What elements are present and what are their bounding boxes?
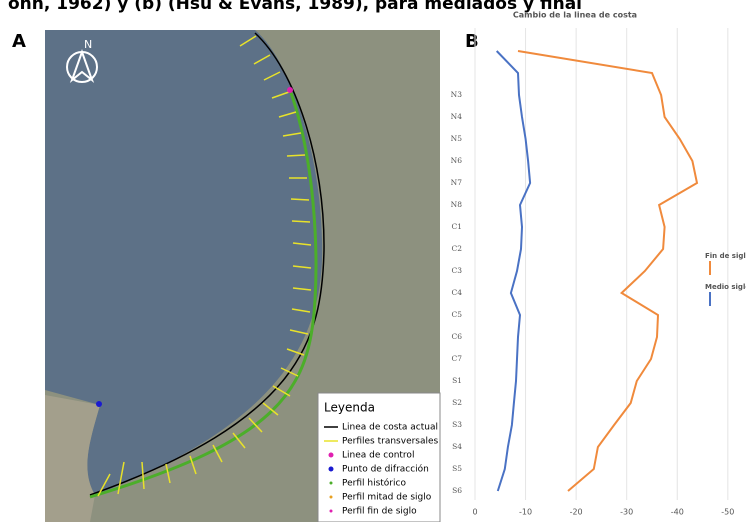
legend-title: Leyenda — [324, 401, 375, 415]
x-tick-label: -10 — [519, 508, 532, 517]
y-tick-label: S3 — [452, 420, 462, 429]
x-tick-label: -30 — [620, 508, 633, 517]
chart-title: Cambio de la linea de costa — [513, 11, 637, 20]
legend-item: Perfil histórico — [342, 478, 406, 489]
y-tick-label: N4 — [451, 112, 463, 121]
x-tick-label: -40 — [671, 508, 684, 517]
x-tick-label: -20 — [570, 508, 583, 517]
legend-item: Perfil fin de siglo — [342, 507, 417, 517]
control-point — [287, 87, 293, 93]
legend-label: Fin de siglo — [705, 252, 746, 260]
y-tick-label: S1 — [452, 376, 462, 385]
series-line — [518, 51, 697, 491]
caption: ohn, 1962) y (b) (Hsu & Evans, 1989), pa… — [8, 0, 582, 14]
y-tick-label: C5 — [451, 310, 462, 319]
legend-item: Linea de costa actual — [342, 423, 438, 433]
y-tick-label: C4 — [451, 288, 462, 297]
y-tick-label: N3 — [451, 90, 463, 99]
y-tick-label: C7 — [451, 354, 462, 363]
panel-label: A — [12, 31, 26, 52]
map: N Leyenda — [45, 30, 440, 522]
diffraction-point — [96, 401, 102, 407]
x-tick-label: -50 — [721, 508, 734, 517]
x-tick-label: 0 — [472, 508, 477, 517]
y-tick-label: N7 — [451, 178, 463, 187]
legend-item: Linea de control — [342, 451, 414, 461]
y-tick-label: N6 — [451, 156, 463, 165]
y-tick-label: S6 — [452, 486, 462, 495]
y-tick-label: S5 — [452, 464, 462, 473]
legend-item: Perfil mitad de siglo — [342, 493, 432, 503]
panel-label: B — [465, 31, 479, 52]
legend-item: Perfiles transversales — [342, 437, 439, 447]
y-tick-label: S2 — [452, 398, 462, 407]
legend-label: Medio siglo — [705, 283, 746, 291]
y-tick-label: S4 — [452, 442, 462, 451]
y-tick-label: C3 — [451, 266, 462, 275]
legend-item: Punto de difracción — [342, 464, 429, 475]
y-tick-label: N5 — [451, 134, 463, 143]
y-tick-label: C1 — [451, 222, 462, 231]
y-tick-label: C6 — [451, 332, 462, 341]
north-label: N — [84, 38, 92, 51]
y-tick-label: C2 — [451, 244, 462, 253]
figure: ohn, 1962) y (b) (Hsu & Evans, 1989), pa… — [0, 0, 746, 522]
y-tick-label: N8 — [451, 200, 463, 209]
